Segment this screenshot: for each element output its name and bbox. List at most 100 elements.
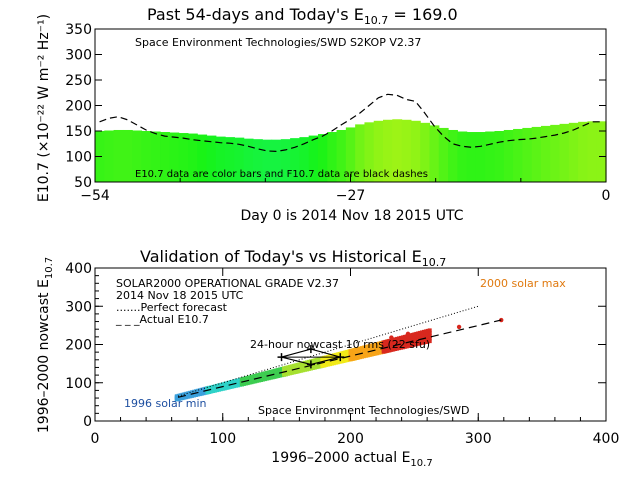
bottom-x-tick-label: 300 xyxy=(465,431,492,447)
e107-bar xyxy=(122,129,133,182)
top-x-ticks: −54 −27 0 xyxy=(80,174,610,204)
bottom-ylabel: 1996–2000 nowcast E10.7 xyxy=(36,257,55,433)
top-y-ticks: 50 100 150 200 250 300 350 xyxy=(65,22,606,191)
top-x-tick-label: 0 xyxy=(602,188,611,204)
bottom-credit: Space Environment Technologies/SWD xyxy=(258,404,469,417)
legend-actual-label: _ _ _Actual E10.7 xyxy=(115,313,209,326)
scatter-point xyxy=(405,331,411,336)
e107-bar xyxy=(141,131,152,182)
e107-bar xyxy=(392,119,403,182)
e107-bar xyxy=(197,134,208,182)
e107-bar xyxy=(587,121,598,182)
bottom-x-tick-label: 100 xyxy=(209,431,236,447)
e107-bar xyxy=(485,131,496,182)
scatter-point xyxy=(456,324,462,330)
e107-bar xyxy=(438,127,449,182)
bottom-y-ticks: 0 100 200 300 400 xyxy=(65,261,606,430)
e107-bar xyxy=(215,136,226,182)
top-y-tick-label: 100 xyxy=(65,150,92,166)
top-x-tick-label: −54 xyxy=(80,188,110,204)
e107-bar xyxy=(104,130,115,182)
header-line-2: 2014 Nov 18 2015 UTC xyxy=(116,289,244,302)
e107-bar xyxy=(317,134,328,182)
scatter-point xyxy=(427,328,432,333)
e107-bar xyxy=(299,137,310,182)
top-note: E10.7 data are color bars and F10.7 data… xyxy=(135,169,428,180)
e107-bar xyxy=(169,132,180,182)
header-line-1: SOLAR2000 OPERATIONAL GRADE V2.37 xyxy=(116,277,339,290)
e107-bar xyxy=(522,127,533,182)
e107-bar xyxy=(355,124,366,182)
top-xlabel: Day 0 is 2014 Nov 18 2015 UTC xyxy=(240,208,463,224)
e107-bar xyxy=(457,131,468,182)
e107-bar xyxy=(290,138,300,182)
e107-bar xyxy=(596,121,607,182)
top-y-tick-label: 250 xyxy=(65,73,92,89)
scatter-point xyxy=(427,334,432,340)
e107-bar xyxy=(206,135,217,182)
e107-bar xyxy=(280,139,291,182)
top-y-tick-label: 150 xyxy=(65,124,92,140)
bottom-y-tick-label: 200 xyxy=(65,338,92,354)
e107-bar xyxy=(383,119,393,182)
e107-bar xyxy=(559,123,570,182)
e107-bar xyxy=(531,126,542,182)
top-x-tick-label: −27 xyxy=(336,188,366,204)
bottom-y-tick-label: 300 xyxy=(65,299,92,315)
e107-bar xyxy=(373,120,384,182)
top-y-tick-label: 50 xyxy=(74,175,92,191)
top-title: Past 54-days and Today's E10.7 = 169.0 xyxy=(147,5,458,27)
today-marker xyxy=(277,345,345,369)
e107-bar xyxy=(336,129,347,182)
top-credit: Space Environment Technologies/SWD S2KOP… xyxy=(135,36,421,49)
perfect-forecast-line xyxy=(177,305,479,397)
e107-bar xyxy=(225,137,235,182)
e107-bar xyxy=(494,131,505,182)
e107-bar xyxy=(420,122,431,182)
top-panel: Past 54-days and Today's E10.7 = 169.0 5… xyxy=(36,5,610,224)
e107-bar xyxy=(308,135,319,182)
e107-bar xyxy=(187,133,198,182)
e107-bar xyxy=(513,128,523,182)
legend-perfect-label: .......Perfect forecast xyxy=(116,301,228,314)
e107-bar xyxy=(401,119,412,182)
bottom-xlabel: 1996–2000 actual E10.7 xyxy=(271,450,432,469)
e107-bar xyxy=(243,138,254,182)
top-y-tick-label: 350 xyxy=(65,22,92,38)
scatter-point xyxy=(499,317,504,323)
e107-bar xyxy=(540,125,551,182)
nowcast-label: 24-hour nowcast 10 rms (22 sfu) xyxy=(250,338,430,351)
e107-bar xyxy=(150,131,161,182)
e107-bar xyxy=(262,139,273,182)
scatter-point xyxy=(389,335,394,340)
top-ylabel: E10.7 (×10⁻²² W m⁻² Hz⁻¹) xyxy=(36,14,52,202)
e107-bar xyxy=(252,139,263,182)
e107-bar xyxy=(178,133,189,182)
e107-bar xyxy=(448,129,458,182)
top-y-tick-label: 200 xyxy=(65,99,92,115)
scatter-point xyxy=(427,339,432,344)
bottom-y-tick-label: 400 xyxy=(65,261,92,277)
scatter-cloud xyxy=(174,317,504,402)
e107-bar xyxy=(113,129,124,182)
solar-min-label: 1996 solar min xyxy=(124,397,207,410)
bottom-y-tick-label: 100 xyxy=(65,376,92,392)
solar-max-label: 2000 solar max xyxy=(480,277,566,290)
e107-bar xyxy=(234,137,245,182)
e107-bar xyxy=(345,127,356,182)
e107-bar xyxy=(429,125,440,182)
e107-bar xyxy=(327,132,338,182)
f107-dashed-line xyxy=(99,93,602,153)
e107-bar xyxy=(132,130,143,182)
e107-bar xyxy=(364,122,375,182)
bottom-x-ticks: 0 100 200 300 400 xyxy=(91,268,619,447)
bottom-title: Validation of Today's vs Historical E10.… xyxy=(140,247,446,269)
bottom-x-tick-label: 0 xyxy=(91,431,100,447)
e107-bar xyxy=(503,129,514,182)
bottom-x-tick-label: 200 xyxy=(337,431,364,447)
scatter-point xyxy=(427,331,432,336)
e107-bar xyxy=(271,139,282,182)
top-y-tick-label: 300 xyxy=(65,48,92,64)
e107-bar xyxy=(568,122,579,182)
